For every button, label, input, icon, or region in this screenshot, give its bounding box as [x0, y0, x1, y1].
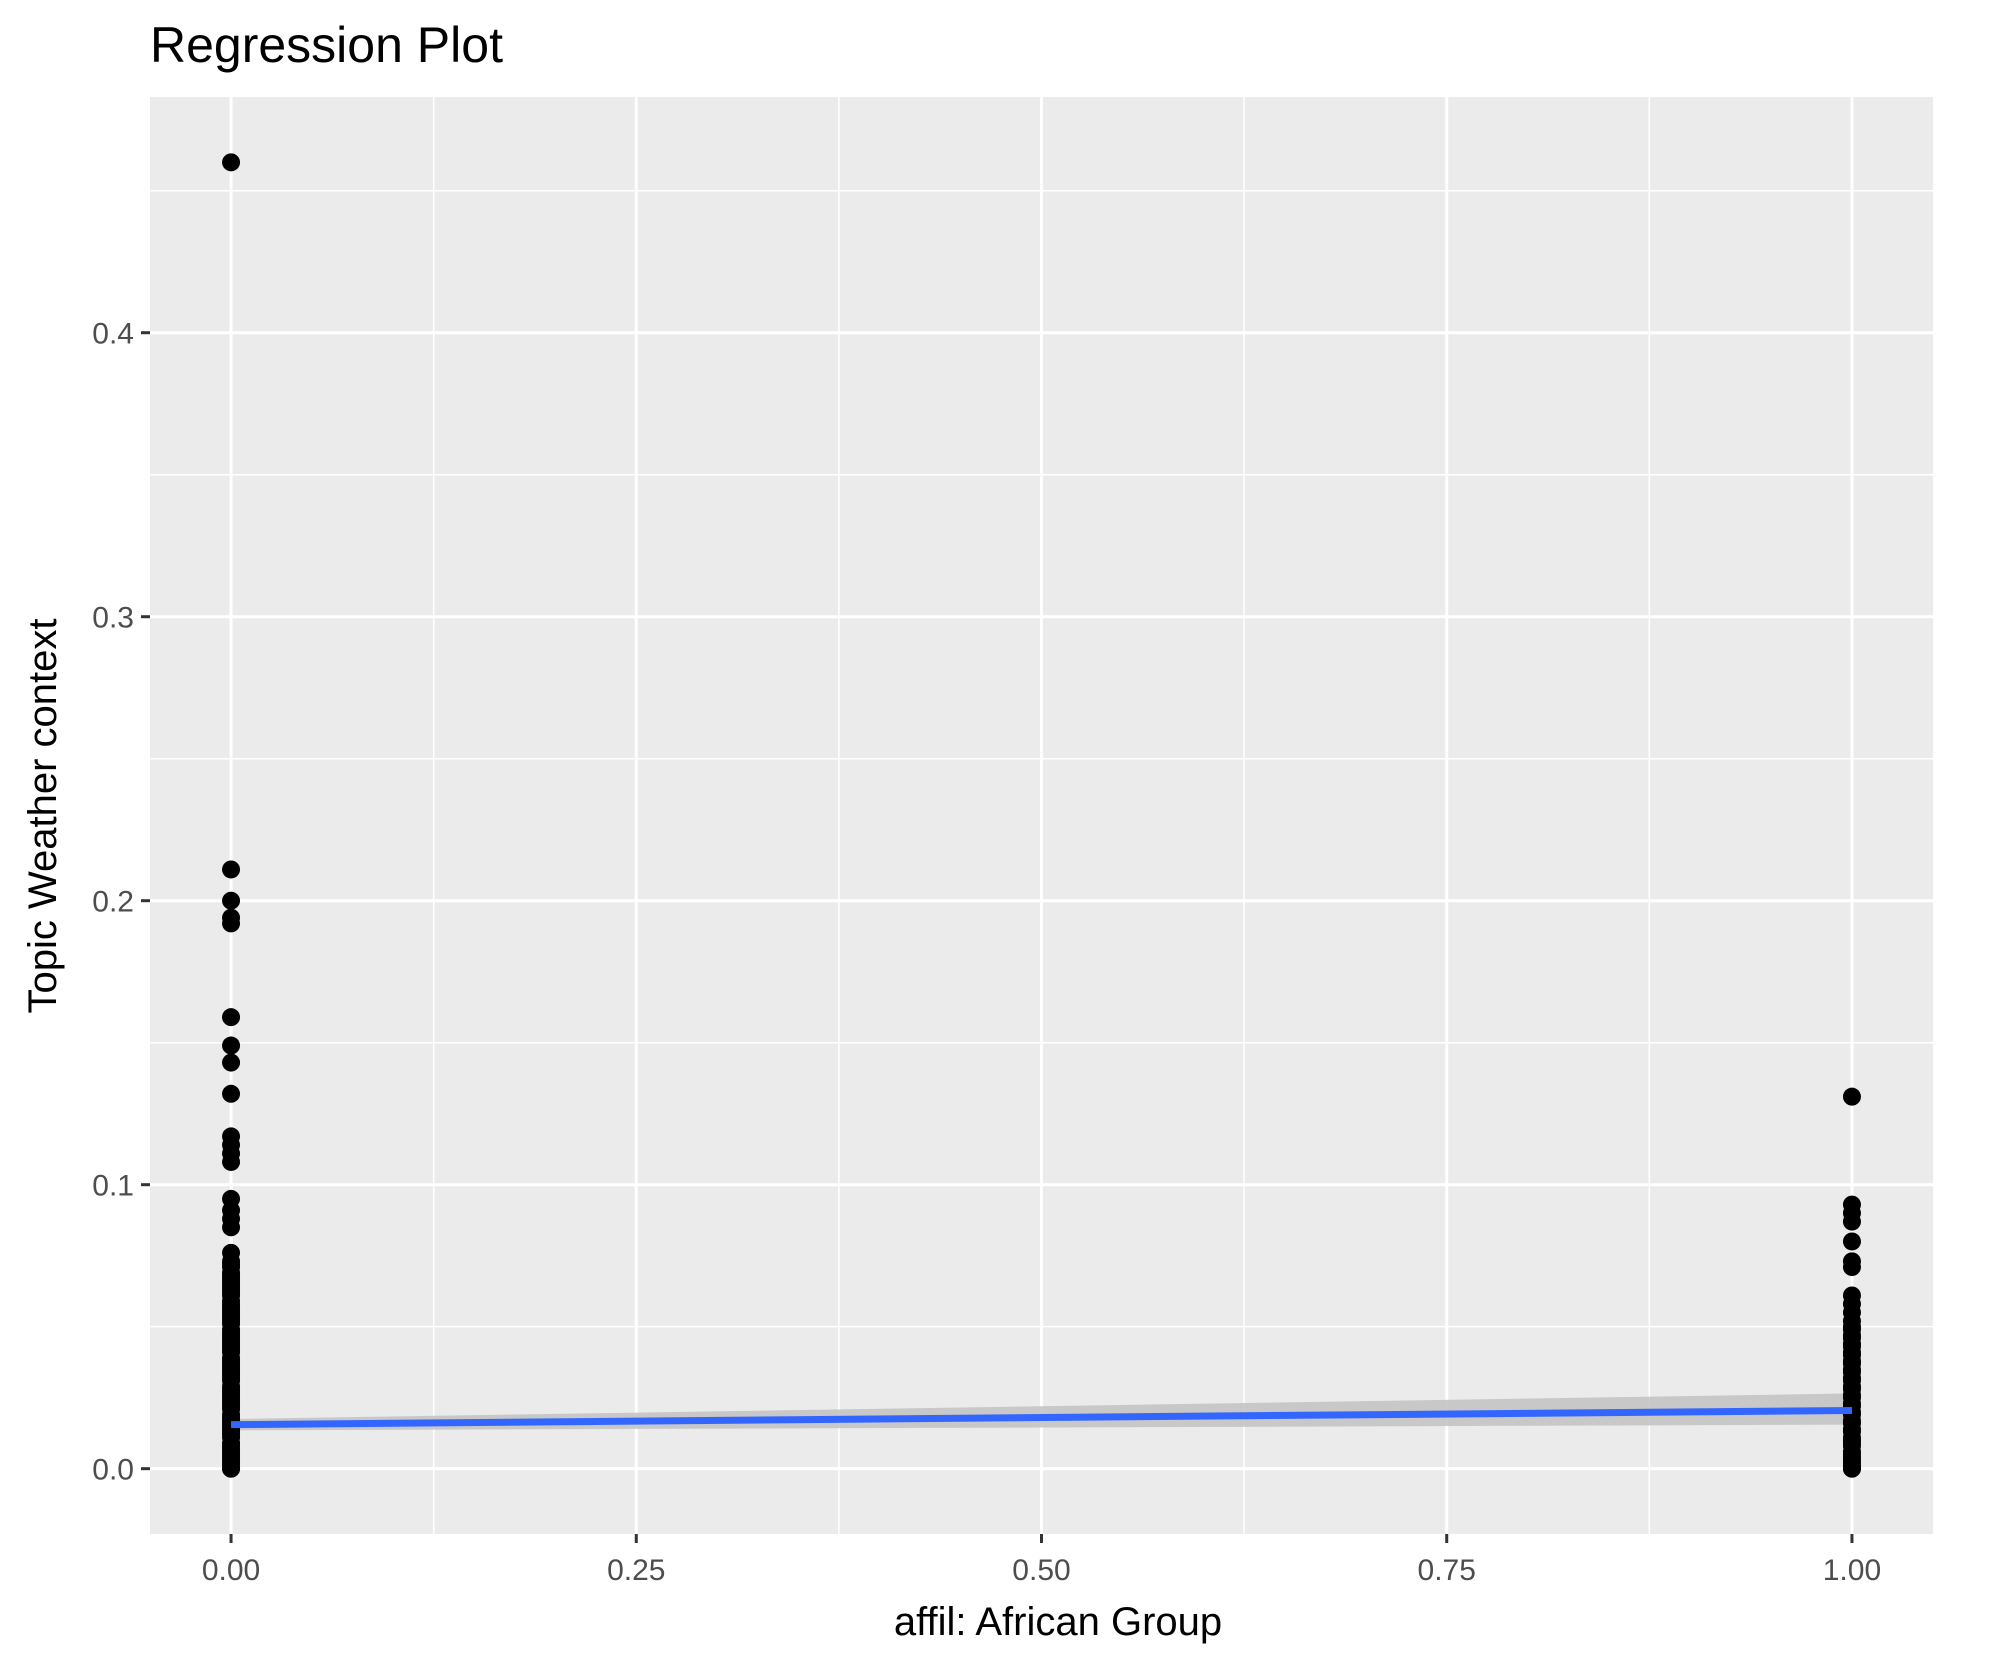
- data-point: [222, 1397, 241, 1416]
- y-tick-label: 0.4: [92, 318, 134, 351]
- data-point: [1842, 1419, 1861, 1438]
- data-point: [222, 1053, 241, 1072]
- data-point: [222, 1306, 241, 1325]
- data-point: [1842, 1232, 1861, 1251]
- y-tick-label: 0.1: [92, 1170, 134, 1203]
- x-tick-label: 1.00: [1823, 1554, 1881, 1587]
- data-point: [222, 1277, 241, 1296]
- y-axis-title: Topic Weather context: [21, 618, 65, 1013]
- data-point: [1842, 1212, 1861, 1231]
- regression-line: [231, 1406, 1852, 1429]
- regression-line-layer: [231, 1406, 1852, 1429]
- data-point: [1842, 1385, 1861, 1404]
- data-point: [222, 153, 241, 172]
- data-point: [1842, 1434, 1861, 1453]
- data-point: [222, 1425, 241, 1444]
- data-point: [222, 1036, 241, 1055]
- data-point: [1842, 1317, 1861, 1336]
- x-tick-label: 0.00: [202, 1554, 260, 1587]
- data-point: [1842, 1351, 1861, 1370]
- data-point: [1842, 1334, 1861, 1353]
- data-point: [222, 914, 241, 933]
- x-axis: 0.00 0.25 0.50 0.75 1.00: [202, 1534, 1881, 1587]
- data-point: [222, 1152, 241, 1171]
- data-point: [1842, 1258, 1861, 1277]
- x-tick-label: 0.75: [1418, 1554, 1476, 1587]
- data-point: [1842, 1459, 1861, 1478]
- y-tick-label: 0.0: [92, 1454, 134, 1487]
- data-point: [222, 891, 241, 910]
- x-tick-label: 0.25: [607, 1554, 665, 1587]
- data-point: [222, 860, 241, 879]
- data-point: [1842, 1368, 1861, 1387]
- data-point: [222, 1084, 241, 1103]
- data-point: [1842, 1087, 1861, 1106]
- scatter-points: [222, 153, 1861, 1478]
- data-point: [222, 1459, 241, 1478]
- x-tick-label: 0.50: [1012, 1554, 1070, 1587]
- data-point: [222, 1340, 241, 1359]
- x-axis-title: affil: African Group: [894, 1600, 1222, 1644]
- y-axis: 0.0 0.1 0.2 0.3 0.4: [92, 318, 150, 1487]
- y-tick-label: 0.3: [92, 602, 134, 635]
- data-point: [222, 1008, 241, 1027]
- data-point: [222, 1218, 241, 1237]
- data-point: [222, 1368, 241, 1387]
- data-point: [222, 1323, 241, 1342]
- data-point: [222, 1255, 241, 1274]
- y-tick-label: 0.2: [92, 886, 134, 919]
- chart-title: Regression Plot: [150, 17, 503, 73]
